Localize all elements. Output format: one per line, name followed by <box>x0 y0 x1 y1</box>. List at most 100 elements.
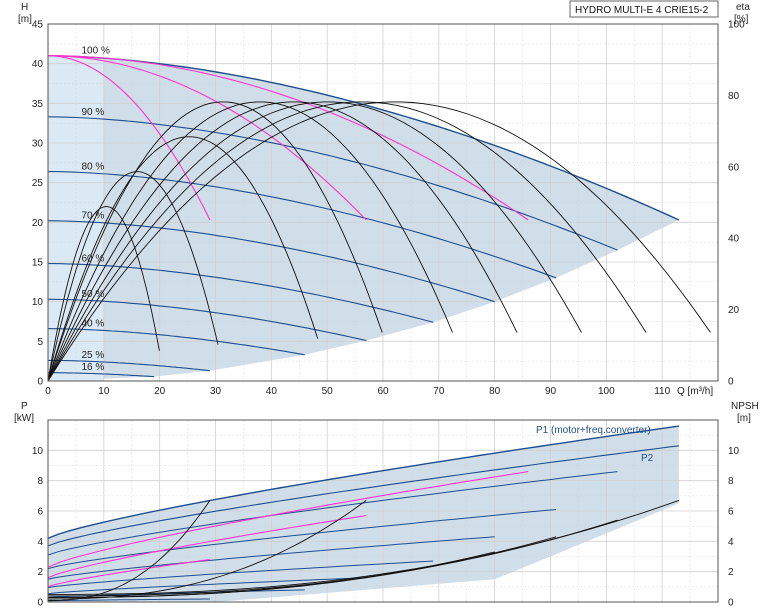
power-curve <box>47 445 679 547</box>
y-tick-label: 40 <box>32 59 44 70</box>
npsh-tick-label: 4 <box>728 537 734 548</box>
npsh-axis-unit: [m] <box>737 413 751 424</box>
y-tick-label: 5 <box>37 337 43 348</box>
constant-efficiency-power-curve <box>47 558 210 588</box>
speed-label: 60 % <box>82 253 105 264</box>
p-tick-label: 6 <box>37 507 43 518</box>
npsh-tick-label: 10 <box>728 446 740 457</box>
title-box <box>569 0 719 18</box>
p-tick-label: 0 <box>37 598 43 609</box>
x-tick-label: 100 <box>598 386 615 397</box>
speed-curve <box>48 372 155 378</box>
speed-label: 80 % <box>82 161 105 172</box>
speed-label: 100 % <box>82 46 110 57</box>
efficiency-curve <box>47 101 647 382</box>
speed-curve <box>48 298 367 342</box>
npsh-tick-label: 2 <box>728 567 734 578</box>
p-tick-label: 4 <box>37 537 43 548</box>
npsh-tick-label: 0 <box>728 598 734 609</box>
power-envelope <box>48 426 679 602</box>
x-tick-label: 60 <box>377 386 389 397</box>
y-tick-label: 0 <box>37 377 43 388</box>
speed-curve <box>48 263 434 323</box>
y2-tick-label: 0 <box>728 377 734 388</box>
efficiency-curve <box>47 101 383 382</box>
speed-power-curve <box>47 471 618 556</box>
y2-tick-label: 60 <box>728 162 740 173</box>
power-curve <box>47 425 679 539</box>
y2-tick-label: 80 <box>728 91 740 102</box>
y-tick-label: 20 <box>32 218 44 229</box>
speed-label: 50 % <box>82 289 105 300</box>
efficiency-curve <box>47 101 518 382</box>
npsh-axis-title: NPSH <box>731 401 759 412</box>
constant-efficiency-curve <box>47 55 529 221</box>
y-axis-unit: [m] <box>18 14 32 25</box>
speed-curve <box>48 359 210 372</box>
efficiency-curve <box>47 171 219 382</box>
p1-series-label: P1 (motor+freq.converter) <box>536 425 651 436</box>
y2-axis-title: eta <box>736 2 750 13</box>
y-tick-label: 35 <box>32 99 44 110</box>
p-axis-unit: [kW] <box>14 413 34 424</box>
x-tick-label: 0 <box>45 386 51 397</box>
npsh-curve <box>47 551 495 598</box>
speed-power-curve <box>47 536 495 580</box>
speed-power-curve <box>47 577 367 595</box>
x-tick-label: 10 <box>98 386 110 397</box>
npsh-curve <box>48 500 367 600</box>
constant-efficiency-curve <box>47 55 211 221</box>
efficiency-curve <box>47 101 582 382</box>
chart-title: HYDRO MULTI-E 4 CRIE15-2 <box>575 5 709 16</box>
y-tick-label: 25 <box>32 178 44 189</box>
speed-curve <box>47 116 618 251</box>
y2-axis-unit: [%] <box>734 14 749 25</box>
x-tick-label: 80 <box>489 386 501 397</box>
constant-efficiency-curve <box>47 55 367 221</box>
speed-power-curve <box>47 560 434 589</box>
p-tick-label: 10 <box>32 446 44 457</box>
constant-efficiency-power-curve <box>47 471 529 568</box>
npsh-tick-label: 8 <box>728 476 734 487</box>
operating-envelope <box>48 55 679 381</box>
npsh-tick-label: 6 <box>728 507 734 518</box>
x-tick-label: 70 <box>433 386 445 397</box>
speed-power-curve <box>47 598 210 602</box>
speed-label: 40 % <box>82 318 105 329</box>
y2-tick-label: 100 <box>728 20 745 31</box>
speed-curve <box>47 328 305 356</box>
y2-tick-label: 20 <box>728 305 740 316</box>
x-tick-label: 20 <box>154 386 166 397</box>
y-tick-label: 10 <box>32 297 44 308</box>
y-axis-title: H <box>21 2 28 13</box>
y-tick-label: 30 <box>32 139 44 150</box>
speed-label: 16 % <box>82 362 105 373</box>
constant-efficiency-power-curve <box>47 514 367 579</box>
speed-label: 70 % <box>82 211 105 222</box>
y2-tick-label: 40 <box>728 234 740 245</box>
speed-label: 25 % <box>82 350 105 361</box>
p-tick-label: 2 <box>37 567 43 578</box>
efficiency-curve <box>47 101 453 382</box>
bottom-plot-frame <box>47 419 719 603</box>
p-axis-title: P <box>21 401 28 412</box>
x-tick-label: 110 <box>654 386 670 397</box>
top-plot-frame <box>47 23 719 382</box>
efficiency-curve <box>47 136 319 382</box>
speed-label: 90 % <box>82 107 105 118</box>
efficiency-curve <box>47 206 160 382</box>
x-tick-label: 40 <box>266 386 278 397</box>
speed-power-curve <box>47 509 557 570</box>
speed-curve <box>47 220 495 303</box>
x-tick-label: 90 <box>545 386 557 397</box>
x-tick-label: 30 <box>210 386 222 397</box>
x-tick-label: 50 <box>322 386 334 397</box>
p-tick-label: 8 <box>37 476 43 487</box>
y-tick-label: 15 <box>32 258 44 269</box>
x-axis-unit: Q [m³/h] <box>677 386 713 397</box>
p2-series-label: P2 <box>641 453 654 464</box>
y-tick-label: 45 <box>32 20 44 31</box>
npsh-curve <box>48 500 211 601</box>
